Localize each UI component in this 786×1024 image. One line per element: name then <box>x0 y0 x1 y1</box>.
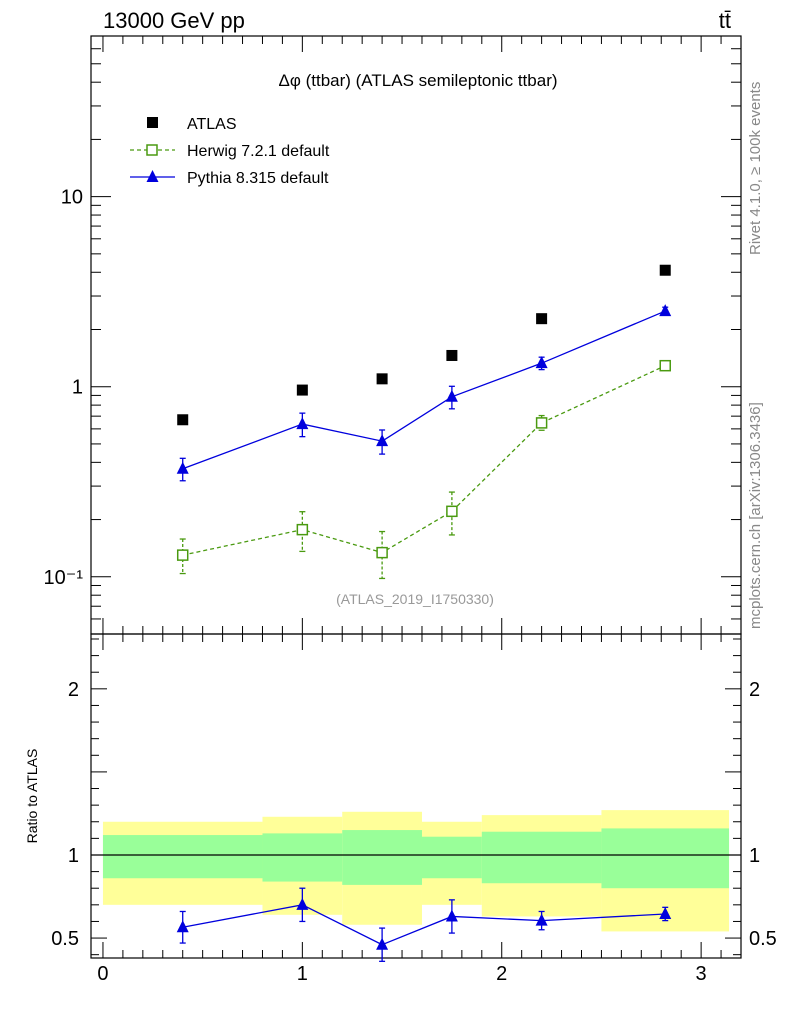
data-point <box>376 434 389 447</box>
x-tick-label: 1 <box>297 963 308 985</box>
data-point <box>176 549 189 561</box>
data-point <box>176 461 189 474</box>
ratio-data-point <box>176 920 189 933</box>
ratio-plot-frame <box>90 633 742 959</box>
ratio-data-point <box>445 909 458 922</box>
data-point <box>446 505 458 518</box>
series-0 <box>177 264 671 426</box>
ratio-y-tick-label-left: 2 <box>68 679 79 701</box>
main-axis-ticks <box>91 35 741 635</box>
chart-title: Δφ (ttbar) (ATLAS semileptonic ttbar) <box>278 71 557 90</box>
energy-label: 13000 GeV pp <box>103 8 245 33</box>
green-band <box>342 830 422 885</box>
data-point <box>659 359 671 372</box>
main-y-tick-label: 10 <box>61 187 83 209</box>
data-point <box>177 414 189 426</box>
ratio-y-tick-label-left: 1 <box>68 845 79 867</box>
green-band <box>102 835 263 879</box>
series-line <box>182 365 666 556</box>
series-1 <box>176 359 671 580</box>
x-tick-label: 0 <box>97 963 108 985</box>
main-y-tick-labels: 10 1 10⁻¹ <box>44 187 84 589</box>
data-point <box>296 384 308 396</box>
ratio-y-axis-label: Ratio to ATLAS <box>24 749 40 844</box>
data-point <box>296 523 309 536</box>
legend-marker-herwig <box>146 144 158 156</box>
data-point <box>445 389 458 402</box>
ratio-axis-ticks <box>91 634 741 958</box>
green-band <box>421 836 482 879</box>
legend: ATLAS Herwig 7.2.1 default Pythia 8.315 … <box>130 116 330 187</box>
legend-marker-atlas <box>147 117 158 128</box>
legend-label-herwig: Herwig 7.2.1 default <box>187 143 330 160</box>
ratio-data-point <box>296 897 309 910</box>
data-point <box>376 373 388 385</box>
ratio-data-point <box>659 906 672 919</box>
green-band <box>262 833 343 882</box>
data-point <box>376 546 388 559</box>
green-band <box>481 831 602 884</box>
data-point <box>296 417 309 430</box>
ratio-tick-labels: 0.5 0.5 1 1 2 2 0 1 2 3 <box>51 679 777 985</box>
data-point <box>535 417 548 429</box>
process-label: tt̄ <box>719 8 731 33</box>
ratio-series-0 <box>176 887 672 962</box>
green-band <box>601 828 730 889</box>
legend-label-pythia: Pythia 8.315 default <box>187 170 329 187</box>
x-tick-label: 3 <box>696 963 707 985</box>
ratio-y-tick-label-left: 0.5 <box>51 928 79 950</box>
ratio-data-point <box>376 937 389 950</box>
ratio-uncertainty-bands <box>91 810 741 932</box>
main-y-tick-label: 1 <box>72 377 83 399</box>
data-point <box>536 313 548 325</box>
ratio-y-tick-label-right: 2 <box>749 679 760 701</box>
data-point <box>659 304 672 317</box>
series-line <box>182 310 666 470</box>
ratio-data-point <box>535 913 548 926</box>
mcplots-label: mcplots.cern.ch [arXiv:1306.3436] <box>747 402 764 629</box>
legend-label-atlas: ATLAS <box>187 116 237 133</box>
main-y-tick-label: 10⁻¹ <box>44 567 84 589</box>
data-point <box>535 356 548 369</box>
data-point <box>659 264 671 276</box>
ratio-y-tick-label-right: 1 <box>749 845 760 867</box>
ratio-series-line <box>182 904 666 946</box>
x-tick-label: 2 <box>496 963 507 985</box>
rivet-version-label: Rivet 4.1.0, ≥ 100k events <box>747 82 764 255</box>
ratio-y-tick-label-right: 0.5 <box>749 928 777 950</box>
analysis-watermark: (ATLAS_2019_I1750330) <box>336 591 494 607</box>
series-2 <box>176 304 672 482</box>
legend-marker-pythia <box>146 170 159 182</box>
data-point <box>446 349 458 361</box>
